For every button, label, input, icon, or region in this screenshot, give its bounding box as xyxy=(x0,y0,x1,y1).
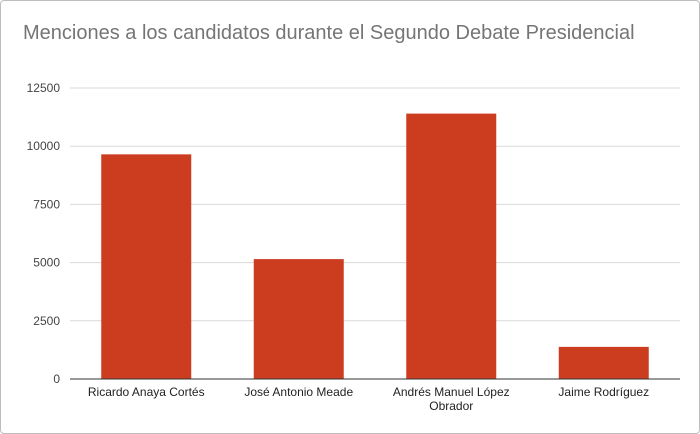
y-tick-label: 12500 xyxy=(27,81,61,95)
chart-title: Menciones a los candidatos durante el Se… xyxy=(23,22,635,44)
bar xyxy=(558,346,649,379)
y-tick-label: 5000 xyxy=(33,256,60,270)
bar xyxy=(406,113,497,379)
x-axis-labels: Ricardo Anaya Cortés José Antonio Meade An… xyxy=(88,385,649,413)
x-tick-label: Jaime Rodríguez xyxy=(558,385,649,399)
y-tick-label: 0 xyxy=(53,372,60,386)
x-tick-label: Andrés Manuel López xyxy=(393,385,510,399)
y-tick-label: 10000 xyxy=(27,139,61,153)
bar xyxy=(101,154,192,379)
bar xyxy=(253,259,344,379)
x-tick-label: Ricardo Anaya Cortés xyxy=(88,385,205,399)
y-tick-label: 2500 xyxy=(33,314,60,328)
y-axis-ticks: 0 2500 5000 7500 10000 12500 xyxy=(27,81,61,386)
x-tick-label: José Antonio Meade xyxy=(244,385,353,399)
bars xyxy=(101,113,649,379)
y-tick-label: 7500 xyxy=(33,197,60,211)
x-tick-label: Obrador xyxy=(429,399,473,413)
